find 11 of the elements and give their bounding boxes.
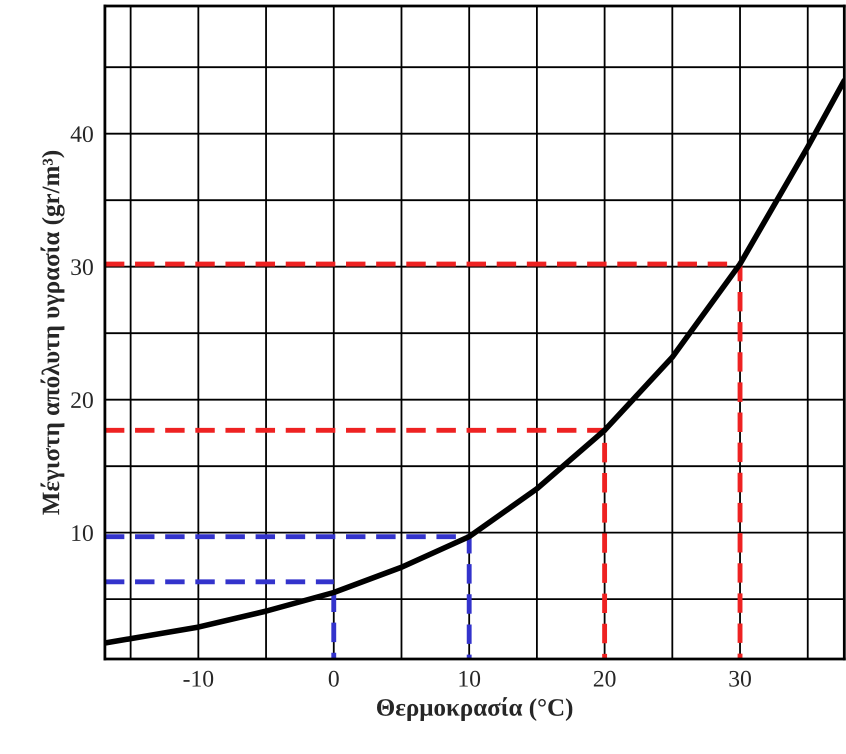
y-tick-label: 40 [70,126,93,142]
y-tick-label: 20 [71,392,93,408]
y-axis-title: Μέγιστη απόλυτη υγρασία (gr/m³) [40,150,65,515]
x-tick-label: 10 [459,670,480,687]
x-tick-label: 0 [328,670,339,687]
x-tick-label: 20 [594,670,616,687]
y-tick-label: 10 [72,525,93,542]
x-tick-label: -10 [183,670,214,687]
y-tick-label: 30 [71,259,93,276]
x-tick-label: 30 [729,670,751,687]
x-axis-title: Θερμοκρασία (°C) [377,697,572,721]
